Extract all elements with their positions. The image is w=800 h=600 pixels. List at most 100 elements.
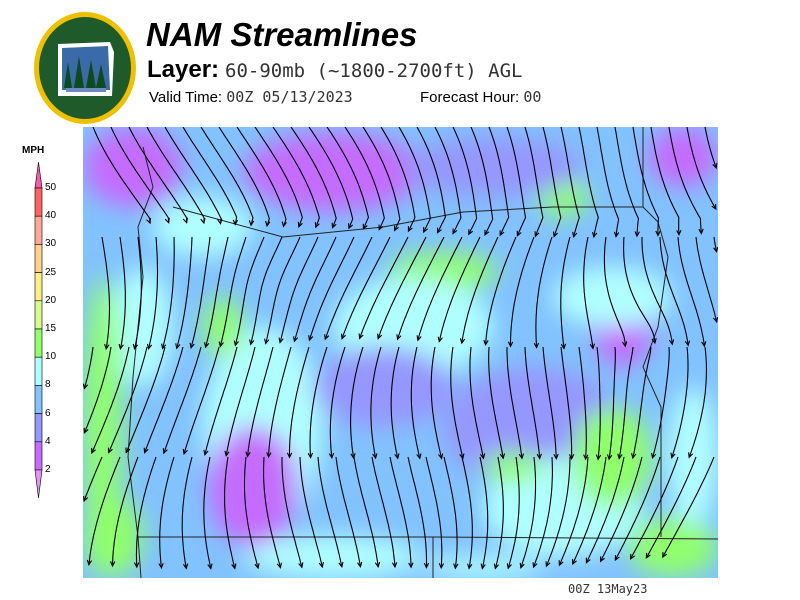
streamline-arrowhead [568,454,575,461]
streamline-arrowhead [391,562,398,569]
streamline [651,346,670,459]
streamline-arrowhead [307,452,314,459]
streamline-arrowhead [276,562,282,569]
streamline-arrowhead [483,339,489,346]
streamline [243,456,259,569]
streamline-arrowhead [617,453,623,460]
streamline-arrowhead [308,335,314,342]
streamline-arrowhead [480,563,486,570]
streamline-arrowhead [254,563,260,570]
streamline [645,456,697,559]
layer-info: Layer: 60-90mb (~1800-2700ft) AGL [147,56,522,84]
streamline-arrowhead [297,221,303,228]
streamline-arrowhead [437,336,443,343]
legend-label: 50 [45,182,57,193]
streamline-arrowhead [372,453,378,460]
legend-swatch-4-6 [34,413,43,443]
streamline-arrowhead [452,228,458,235]
streamline-arrowhead [459,338,466,345]
layer-value: 60-90mb (~1800-2700ft) AGL [225,60,523,82]
streamline-arrowhead [164,217,170,224]
streamline [507,456,520,569]
shading-region [313,347,453,427]
streamline [359,236,409,339]
streamline-arrowhead [162,448,168,455]
streamline [614,456,661,561]
streamline [506,347,523,459]
streamline [485,236,517,345]
streamline-arrowhead [328,452,335,460]
legend-label: 10 [45,351,57,363]
streamline [246,346,274,457]
streamline [578,127,599,237]
streamline [181,456,193,569]
legend-label: 15 [45,323,57,334]
streamline-arrowhead [589,343,595,350]
streamline-arrowhead [133,562,140,569]
streamline [272,127,320,228]
streamline [520,456,537,568]
page-title: NAM Streamlines [146,16,418,53]
shading-region [483,452,543,482]
streamline [268,346,292,458]
streamline [219,236,247,347]
streamline-arrowhead [265,220,271,228]
streamline-arrowhead [572,558,577,566]
streamline [524,346,541,459]
streamline [335,456,361,567]
legend-label: 2 [45,464,51,475]
shading-region [208,427,298,547]
streamline [377,236,427,339]
streamline-arrowhead [629,553,635,560]
streamline-arrowhead [331,222,337,229]
streamline-arrowhead [545,561,551,568]
streamline-arrowhead [416,335,422,342]
streamline-arrowhead [314,222,320,229]
streamline [234,236,265,346]
legend-swatch-15-20 [34,300,43,330]
streamline-arrowhead [350,453,356,460]
streamline-arrowhead [233,340,239,347]
streamline [133,236,142,350]
streamline [430,346,443,459]
streamline-arrowhead [438,563,445,570]
shading-region [553,267,673,327]
streamline-arrowhead [231,563,237,570]
streamline [398,127,431,233]
forecast-hour: Forecast Hour: 00 [420,88,541,106]
streamline [146,127,205,224]
streamline-arrowhead [146,218,152,225]
streamline [344,127,385,230]
streamline-arrowhead [161,343,167,350]
shading-region [113,267,173,387]
streamline [371,456,396,568]
streamline-arrowhead [104,343,110,351]
streamline-arrowhead [324,334,330,341]
streamline [494,456,504,569]
streamline-arrowhead [125,447,131,454]
streamline [88,456,121,565]
streamline [326,127,369,230]
streamline-arrowhead [318,562,324,569]
streamline [163,346,202,454]
streamline [662,456,715,558]
streamline [641,237,673,345]
streamline-arrowhead [516,230,522,237]
valid-time-value: 00Z 05/13/2023 [226,88,353,106]
legend-swatch-10-15 [34,328,43,358]
streamline [578,346,587,460]
streamline [416,127,446,233]
streamline [535,236,553,348]
streamline [203,456,212,569]
streamline-arrowhead [651,337,657,345]
streamline-arrowhead [416,453,422,460]
streamline [488,127,510,236]
streamline [183,346,220,455]
streamline [279,236,319,343]
streamline-arrowhead [393,225,399,232]
streamline-arrowhead [248,220,255,227]
streamline-arrowhead [394,453,400,460]
streamline [110,127,170,223]
streamline [488,346,504,459]
streamline-map [83,127,718,578]
